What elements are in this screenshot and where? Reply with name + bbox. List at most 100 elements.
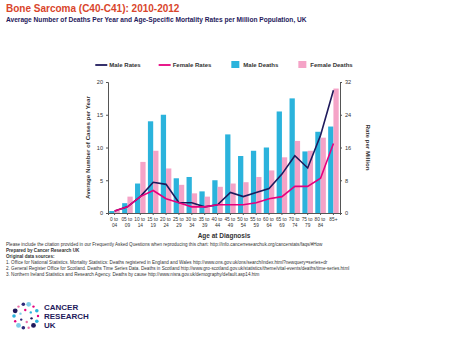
line	[115, 143, 334, 211]
y2-tick-mark	[340, 180, 342, 181]
bar	[295, 141, 300, 213]
logo-dot	[30, 317, 32, 319]
x-tick-mark	[281, 213, 282, 215]
y2-tick-label: 24	[345, 112, 351, 118]
logo-dot	[37, 315, 39, 317]
x-tick-label: 25 to 29	[173, 217, 185, 227]
x-tick: 70 to 74	[289, 213, 301, 228]
x-tick-mark	[307, 213, 308, 215]
footer-line: 1. Office for National Statistics. Morta…	[6, 260, 328, 265]
x-tick-label: 30 to 34	[186, 217, 198, 227]
y2-tick: 24	[340, 112, 351, 118]
x-tick: 80 to 84	[315, 213, 327, 228]
x-tick-label: 15 to 19	[147, 217, 159, 227]
y2-tick-label: 8	[345, 178, 348, 184]
chart-svg: Bone Sarcoma (C40-C41): 2010-2012Average…	[0, 0, 450, 348]
logo-dot	[22, 326, 26, 330]
legend-swatch	[95, 64, 107, 66]
bar	[212, 180, 217, 213]
x-tick: 55 to 59	[250, 213, 262, 228]
x-tick: 25 to 29	[173, 213, 185, 228]
logo-dot	[22, 303, 26, 307]
logo-dot	[32, 305, 34, 307]
logo-dot	[20, 318, 22, 320]
x-tick-label: 70 to 74	[289, 217, 301, 227]
bar	[328, 127, 333, 213]
bar	[256, 177, 261, 213]
x-tick-label: 40 to 44	[212, 217, 224, 227]
bar	[199, 191, 204, 213]
x-tick-mark	[320, 213, 321, 215]
y-tick-label: 15	[97, 112, 103, 118]
x-tick-label: 50 to 54	[237, 217, 249, 227]
chart-container: Bone Sarcoma (C40-C41): 2010-2012Average…	[0, 0, 450, 348]
y2-tick-label: 0	[345, 210, 348, 216]
y-axis-title: Average Number of Cases per Year	[84, 96, 91, 199]
x-tick-label: 20 to 24	[160, 217, 172, 227]
logo-text: CANCER	[44, 303, 78, 312]
logo-dot	[31, 323, 36, 328]
x-tick: 0 to 04	[110, 213, 119, 228]
y2-tick-mark	[340, 148, 342, 149]
y-tick: 20	[97, 79, 108, 85]
y-tick-mark	[106, 115, 108, 116]
legend-item: Female Deaths	[298, 61, 353, 68]
x-tick-label: 0 to 04	[110, 217, 119, 227]
x-tick: 05 to 09	[121, 213, 133, 228]
x-tick-label: 45 to 49	[224, 217, 236, 227]
x-tick: 75 to 79	[302, 213, 314, 228]
legend-label: Male Rates	[109, 62, 141, 68]
logo-dot	[19, 312, 21, 314]
x-tick-mark	[333, 213, 334, 215]
bar	[140, 162, 145, 213]
footer-line: Original data sources:	[6, 254, 55, 259]
logo-dot	[35, 309, 39, 313]
x-axis-line	[109, 214, 341, 216]
y-tick-mark	[106, 180, 108, 181]
legend-swatch	[159, 64, 171, 66]
legend: Male RatesFemale RatesMale DeathsFemale …	[95, 61, 353, 68]
y-tick: 5	[100, 178, 108, 184]
footer-line: 3. Northern Ireland Statistics and Resea…	[6, 272, 260, 277]
logo-text: RESEARCH	[44, 312, 89, 321]
x-tick-mark	[204, 213, 205, 215]
x-tick-label: 60 to 64	[263, 217, 275, 227]
bar	[282, 157, 287, 213]
logo-dot	[26, 302, 31, 307]
bar	[179, 185, 184, 213]
y-tick: 10	[97, 145, 108, 151]
legend-label: Female Deaths	[310, 62, 353, 68]
legend-swatch	[231, 61, 239, 68]
x-tick-mark	[114, 213, 115, 215]
logo-text: UK	[44, 321, 56, 330]
legend-swatch	[298, 61, 306, 68]
x-tick-mark	[294, 213, 295, 215]
x-tick-mark	[217, 213, 218, 215]
x-tick: 65 to 69	[276, 213, 288, 228]
legend-item: Male Deaths	[231, 61, 279, 68]
x-tick-mark	[256, 213, 257, 215]
x-tick: 85+	[329, 213, 337, 222]
x-tick-mark	[178, 213, 179, 215]
x-tick-label: 35 to 39	[199, 217, 211, 227]
bar	[264, 148, 269, 214]
bar	[333, 89, 338, 213]
x-axis-title: Age at Diagnosis	[198, 232, 251, 240]
y-tick: 15	[97, 112, 108, 118]
y2-tick: 16	[340, 145, 351, 151]
line	[115, 90, 334, 211]
logo-dot	[35, 319, 39, 323]
y2-tick: 8	[340, 178, 348, 184]
footer-line: Prepared by Cancer Research UK	[6, 248, 80, 253]
y-tick-label: 10	[97, 145, 103, 151]
y-axis-line	[106, 83, 109, 214]
y-tick-label: 0	[100, 210, 103, 216]
x-tick: 45 to 49	[224, 213, 236, 228]
x-tick-label: 75 to 79	[302, 217, 314, 227]
x-tick: 30 to 34	[186, 213, 198, 228]
x-tick: 40 to 44	[212, 213, 224, 228]
bar	[148, 121, 153, 213]
y-tick: 0	[100, 210, 108, 216]
x-tick-label: 65 to 69	[276, 217, 288, 227]
y2-tick-mark	[340, 82, 342, 83]
